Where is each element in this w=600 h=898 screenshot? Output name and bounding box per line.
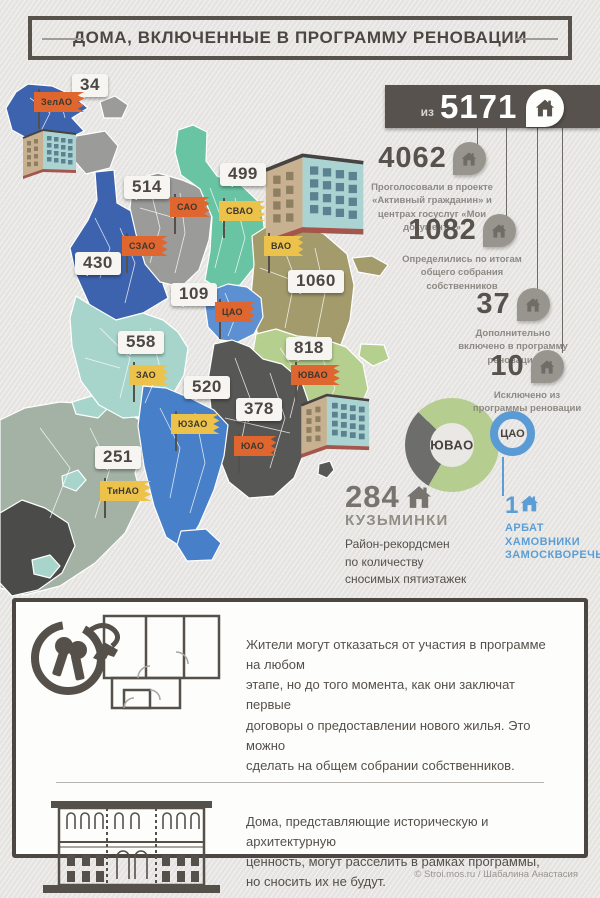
moscow-map [0,83,390,597]
map-badge-yuzao: 520 [184,376,230,400]
building-illustration-1 [22,129,77,180]
total-value: 5171 [439,87,518,125]
central-district: ХАМОВНИКИ [505,535,581,548]
house-pin-icon [452,142,486,175]
credits: © Stroi.mos.ru / Шабалина Анастасия [414,869,578,880]
map-badge-szao: 430 [75,252,121,276]
central-district: ЗАМОСКВОРЕЧЬЕ [505,549,600,561]
connector-line [477,128,478,146]
map-flag-zelao: ЗелАО [34,89,85,129]
map-badge-yuao: 378 [236,398,282,422]
stat-voted: 4062 Проголосовали в проекте «Активный г… [371,142,493,233]
stat-added: 37 Дополнительно включено в программу ре… [458,288,568,366]
map-flag-cao: ЦАО [215,299,255,339]
map-badge-zelao: 34 [72,74,108,98]
connector-line [506,128,507,217]
note-text-refusal: Жители могут отказаться от участия в про… [246,637,546,773]
central-count: 1 [505,492,519,519]
map-badge-vao: 1060 [288,270,344,294]
notes-panel: Жители могут отказаться от участия в про… [12,598,588,893]
record-district-block: 284 КУЗЬМИНКИ Район-рекордсмен по количе… [345,479,467,589]
page-title: ДОМА, ВКЛЮЧЕННЫЕ В ПРОГРАММУ РЕНОВАЦИИ [72,28,528,47]
map-flag-szao: СЗАО [122,233,168,273]
keys-floorplan-icon [16,602,246,720]
map-flag-zao: ЗАО [129,362,168,402]
map-flag-yuao: ЮАО [234,433,277,473]
map-badge-zao: 558 [118,331,164,355]
cao-ring: ЦАО [490,411,535,456]
stat-excluded: 10 Исключено из программы реновации [472,350,582,415]
record-caption: Район-рекордсмен по количеству сносимых … [345,537,467,587]
note-text-historic: Дома, представляющие историческую и архи… [246,813,540,890]
record-count: 284 [345,479,400,514]
house-pin-icon [526,88,565,127]
map-badge-yuvao: 818 [286,337,332,361]
central-district: АРБАТ [505,522,544,534]
map-badge-cao: 109 [171,283,217,307]
total-banner: из 5171 [385,85,600,128]
district-yuzao [137,385,229,550]
building-illustration-2 [263,153,366,248]
map-flag-svao: СВАО [219,198,266,238]
connector-line-blue [502,457,504,496]
house-pin-icon [482,214,516,247]
record-district-name: КУЗЬМИНКИ [345,512,449,530]
map-badge-sao: 514 [124,176,170,200]
map-badge-svao: 499 [220,163,266,187]
page-title-box: ДОМА, ВКЛЮЧЕННЫЕ В ПРОГРАММУ РЕНОВАЦИИ [28,16,572,60]
map-flag-yuzao: ЮЗАО [171,411,220,451]
total-prefix: из [420,104,434,119]
house-icon [406,486,431,509]
donut-label-yuvao: ЮВАО [430,437,474,453]
historic-building-icon [16,797,246,897]
house-icon [521,495,539,512]
donut-chart: ЮВАО [405,398,499,492]
connector-line [562,128,563,353]
district-tinao-dark [0,499,76,597]
house-pin-icon [516,288,550,321]
map-flag-yuvao: ЮВАО [291,362,340,402]
building-illustration-3 [299,393,371,460]
map-flag-sao: САО [170,194,210,234]
map-flag-vao: ВАО [264,233,304,273]
divider [56,781,544,783]
central-districts-block: 1 АРБАТ ХАМОВНИКИ ЗАМОСКВОРЕЧЬЕ [505,494,600,563]
map-flag-tinao: ТиНАО [100,478,152,518]
district-szao [69,169,173,321]
house-pin-icon [530,350,564,383]
stat-assembly: 1082 Определились по итогам общего собра… [402,214,522,292]
map-badge-tinao: 251 [95,446,141,470]
connector-line [537,128,538,291]
